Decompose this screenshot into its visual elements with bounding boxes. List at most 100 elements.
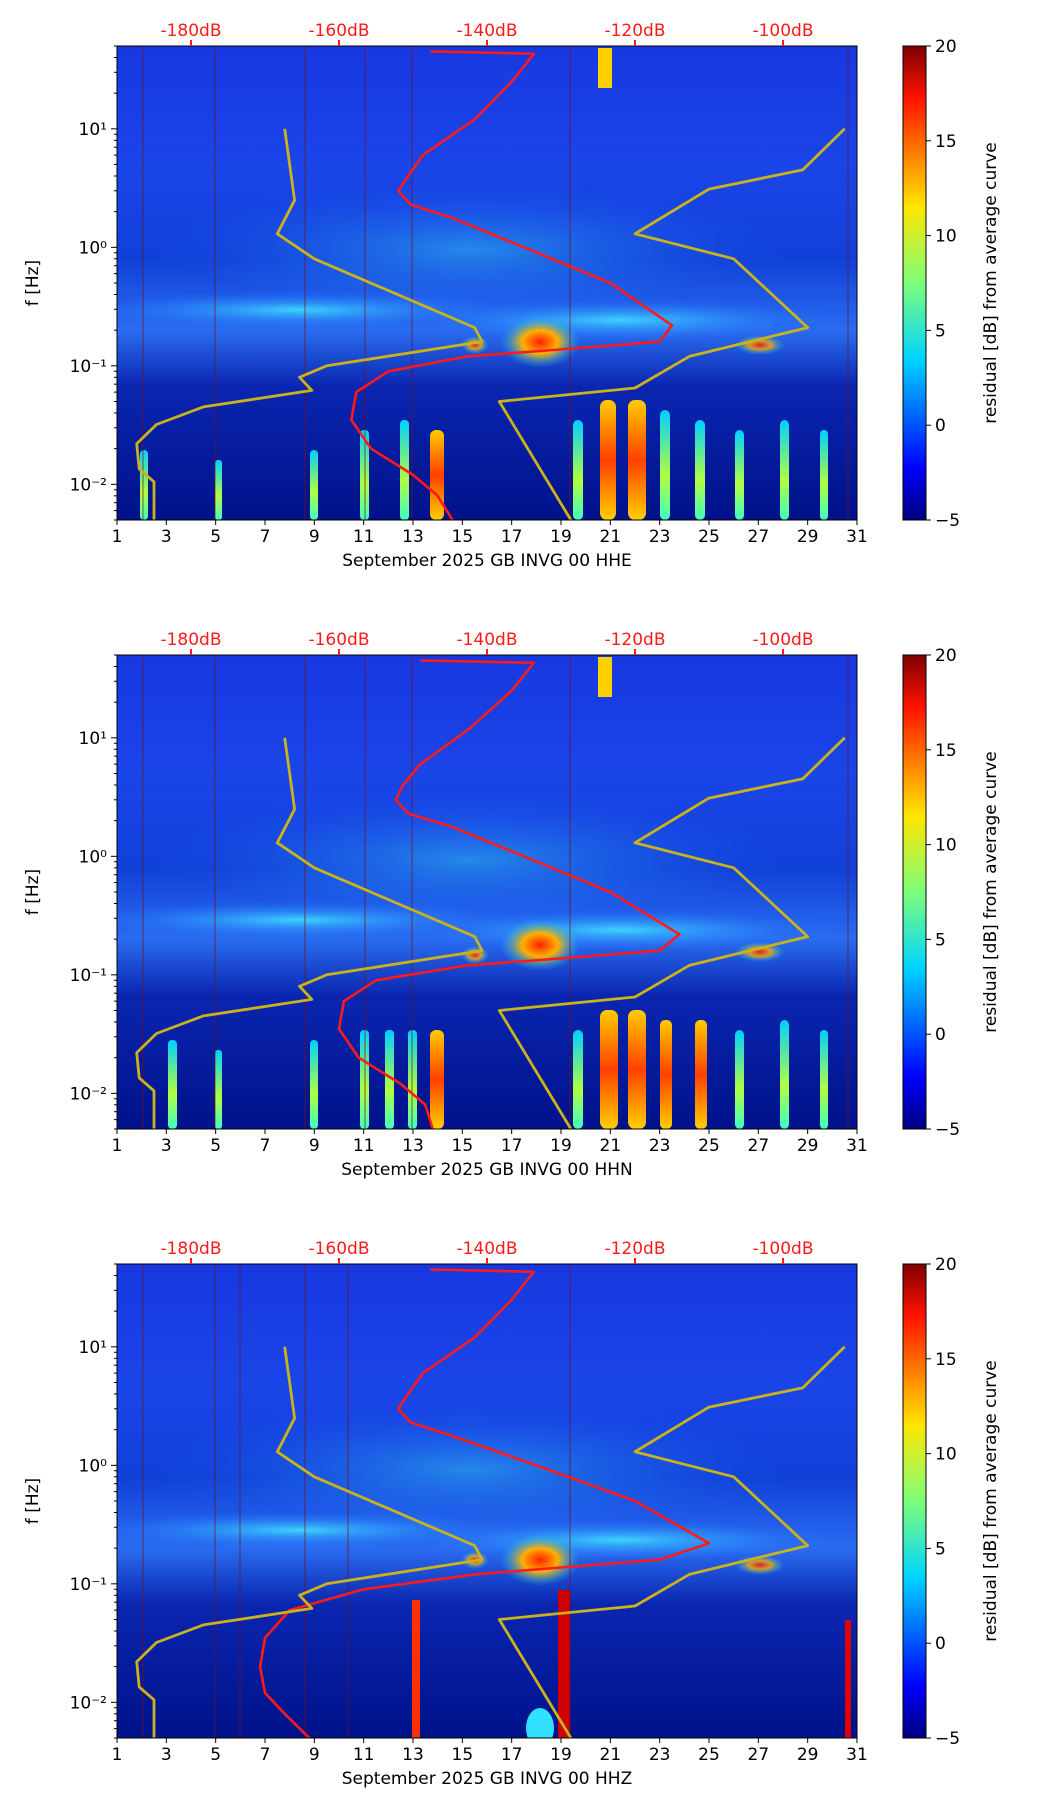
x-tick-label: 5 (210, 527, 221, 547)
nhnm-line (497, 736, 846, 1129)
x-tick-label: 3 (161, 1136, 172, 1156)
top-db-label: -120dB (604, 630, 665, 650)
colorbar (902, 1263, 927, 1739)
x-tick-label: 19 (550, 1745, 572, 1765)
x-tick-label: 19 (550, 527, 572, 547)
x-tick-label: 21 (600, 1136, 622, 1156)
colorbar-tick-label: 10 (935, 1445, 957, 1465)
x-tick-label: 1 (112, 527, 123, 547)
x-tick-label: 9 (309, 1745, 320, 1765)
x-tick-label: 27 (748, 1136, 770, 1156)
colorbar-tick-label: −5 (935, 511, 960, 531)
x-tick-label: 1 (112, 1136, 123, 1156)
y-tick-label: 10¹ (79, 120, 107, 140)
top-db-label: -140dB (456, 1239, 517, 1259)
x-tick-label: 9 (309, 1136, 320, 1156)
x-tick-label: 5 (210, 1136, 221, 1156)
x-tick-label: 23 (649, 527, 671, 547)
nhnm-line (497, 127, 846, 520)
y-tick-label: 10⁻¹ (70, 966, 107, 986)
y-tick-label: 10⁻² (70, 475, 107, 495)
nlnm-line (135, 737, 484, 1129)
x-tick-label: 31 (846, 1745, 868, 1765)
x-tick-label: 3 (161, 527, 172, 547)
spectrogram-image (117, 46, 857, 520)
x-tick-label: 15 (452, 527, 474, 547)
x-tick-label: 19 (550, 1136, 572, 1156)
x-tick-label: 29 (797, 1136, 819, 1156)
colorbar-tick-label: 15 (935, 741, 957, 761)
colorbar-tick-label: 15 (935, 132, 957, 152)
y-tick-label: 10¹ (79, 1338, 107, 1358)
x-tick-label: 31 (846, 1136, 868, 1156)
top-db-label: -120dB (604, 21, 665, 41)
colorbar-tick-label: 20 (935, 37, 957, 57)
top-db-label: -140dB (456, 21, 517, 41)
spectrogram-image (117, 1264, 857, 1738)
x-tick-label: 13 (402, 527, 424, 547)
colorbar-label: residual [dB] from average curve (981, 142, 1001, 423)
x-axis-label: September 2025 GB INVG 00 HHN (341, 1160, 633, 1180)
average-curve-line (337, 659, 681, 1129)
nlnm-line (135, 1346, 484, 1738)
average-curve-line (258, 1268, 711, 1738)
top-db-label: -100dB (752, 1239, 813, 1259)
colorbar-tick-label: 0 (935, 416, 946, 436)
nlnm-line (135, 128, 484, 520)
colorbar-tick-label: 5 (935, 321, 946, 341)
x-tick-label: 27 (748, 1745, 770, 1765)
colorbar-tick-label: 0 (935, 1634, 946, 1654)
x-tick-label: 23 (649, 1745, 671, 1765)
x-tick-label: 15 (452, 1745, 474, 1765)
x-tick-label: 7 (260, 527, 271, 547)
colorbar-tick-label: 5 (935, 1539, 946, 1559)
x-axis-label: September 2025 GB INVG 00 HHE (342, 551, 632, 571)
y-axis-label: f [Hz] (23, 1478, 43, 1524)
x-tick-label: 7 (260, 1136, 271, 1156)
x-tick-label: 9 (309, 527, 320, 547)
top-db-label: -160dB (308, 1239, 369, 1259)
x-tick-label: 29 (797, 1745, 819, 1765)
average-curve-line (349, 50, 674, 520)
colorbar-tick-label: −5 (935, 1729, 960, 1749)
x-tick-label: 11 (353, 527, 375, 547)
y-axis-label: f [Hz] (23, 260, 43, 306)
x-tick-label: 25 (698, 1745, 720, 1765)
x-tick-label: 25 (698, 1136, 720, 1156)
x-tick-label: 13 (402, 1745, 424, 1765)
x-tick-label: 13 (402, 1136, 424, 1156)
colorbar-tick-label: 15 (935, 1350, 957, 1370)
nhnm-line (497, 1345, 846, 1738)
x-tick-label: 29 (797, 527, 819, 547)
x-tick-label: 23 (649, 1136, 671, 1156)
y-tick-label: 10⁻² (70, 1084, 107, 1104)
x-tick-label: 5 (210, 1745, 221, 1765)
top-db-label: -180dB (160, 21, 221, 41)
y-tick-label: 10⁻¹ (70, 357, 107, 377)
colorbar-tick-label: 10 (935, 836, 957, 856)
colorbar-label: residual [dB] from average curve (981, 1360, 1001, 1641)
x-tick-label: 21 (600, 1745, 622, 1765)
colorbar (902, 45, 927, 521)
x-tick-label: 17 (501, 1745, 523, 1765)
x-tick-label: 27 (748, 527, 770, 547)
colorbar-tick-label: 5 (935, 930, 946, 950)
y-tick-label: 10⁰ (79, 1456, 108, 1476)
x-tick-label: 17 (501, 1136, 523, 1156)
top-db-label: -100dB (752, 21, 813, 41)
top-db-label: -160dB (308, 630, 369, 650)
colorbar-tick-label: 10 (935, 227, 957, 247)
x-tick-label: 1 (112, 1745, 123, 1765)
top-db-label: -120dB (604, 1239, 665, 1259)
x-tick-label: 7 (260, 1745, 271, 1765)
x-tick-label: 31 (846, 527, 868, 547)
y-axis-label: f [Hz] (23, 869, 43, 915)
colorbar-tick-label: 20 (935, 646, 957, 666)
x-tick-label: 3 (161, 1745, 172, 1765)
x-tick-label: 21 (600, 527, 622, 547)
colorbar-label: residual [dB] from average curve (981, 751, 1001, 1032)
top-db-label: -140dB (456, 630, 517, 650)
colorbar (902, 654, 927, 1130)
